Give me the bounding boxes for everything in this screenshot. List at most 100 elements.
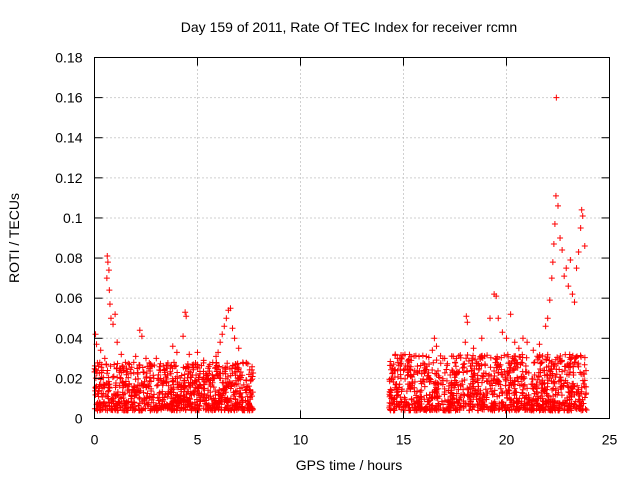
data-point [515, 345, 522, 352]
data-point [398, 360, 405, 367]
data-point [544, 377, 551, 384]
data-point [394, 355, 401, 362]
data-point [249, 389, 256, 396]
data-point [490, 377, 497, 384]
data-point [539, 359, 546, 366]
data-point [498, 366, 505, 373]
data-point [122, 359, 129, 366]
data-point [458, 392, 465, 399]
data-point [564, 383, 571, 390]
data-point [445, 405, 452, 412]
data-point [555, 202, 561, 209]
data-point [452, 363, 459, 370]
data-point [476, 397, 483, 404]
data-point [126, 361, 133, 368]
data-point [480, 397, 487, 404]
data-point [557, 374, 564, 381]
data-point [491, 387, 498, 394]
data-point [183, 313, 190, 320]
data-point [464, 352, 471, 359]
data-point [201, 390, 208, 397]
data-point [455, 352, 462, 359]
data-point [575, 249, 582, 256]
data-point [217, 370, 224, 377]
data-point [497, 361, 504, 368]
data-point [493, 356, 500, 363]
data-point [115, 407, 122, 414]
data-point [181, 404, 188, 411]
data-point [574, 353, 581, 360]
data-point [419, 352, 426, 359]
data-point [425, 369, 432, 376]
x-tick-label: 25 [602, 432, 618, 448]
data-point [107, 315, 114, 322]
data-point [431, 335, 438, 342]
x-tick-label: 10 [293, 432, 309, 448]
data-point [472, 356, 479, 363]
data-point [106, 301, 113, 308]
data-point [570, 372, 577, 379]
data-point [502, 377, 509, 384]
data-point [391, 366, 398, 373]
data-point [521, 395, 528, 402]
data-point [478, 379, 485, 386]
data-point [426, 375, 433, 382]
data-point [110, 373, 117, 380]
data-point [480, 391, 487, 398]
data-point [503, 335, 510, 342]
data-point [391, 407, 398, 414]
data-point [96, 383, 103, 390]
data-point [531, 390, 538, 397]
data-point [249, 373, 256, 380]
data-point [553, 371, 560, 378]
data-point [565, 407, 572, 414]
data-point [222, 389, 229, 396]
data-point [205, 387, 212, 394]
data-point [560, 399, 567, 406]
data-point [176, 381, 183, 388]
data-point [567, 390, 574, 397]
data-point [493, 376, 500, 383]
data-point [161, 394, 168, 401]
data-point [170, 377, 177, 384]
data-point [194, 349, 201, 356]
data-point [470, 352, 477, 359]
data-point [101, 355, 108, 362]
data-point [143, 383, 150, 390]
data-point [250, 369, 257, 376]
data-point [582, 405, 589, 412]
data-point [493, 293, 500, 300]
data-point [388, 376, 395, 383]
data-point [92, 331, 99, 338]
data-point [402, 403, 409, 410]
data-point [217, 375, 224, 382]
data-point [466, 384, 473, 391]
data-point [146, 377, 153, 384]
data-point [98, 364, 105, 371]
data-point [469, 373, 476, 380]
data-point [189, 389, 196, 396]
data-point [572, 398, 579, 405]
data-point [434, 393, 441, 400]
data-point [505, 386, 512, 393]
data-point [120, 407, 127, 414]
data-point [464, 319, 471, 326]
data-point [439, 375, 446, 382]
data-point [543, 356, 550, 363]
data-point [553, 94, 560, 101]
data-point [138, 333, 145, 340]
data-point [389, 370, 396, 377]
data-point [398, 355, 405, 362]
data-point [191, 377, 198, 384]
data-point [167, 370, 174, 377]
data-point [539, 377, 546, 384]
data-point [443, 377, 450, 384]
data-point [457, 382, 464, 389]
data-point [581, 354, 588, 361]
data-point [238, 394, 245, 401]
data-point [432, 379, 439, 386]
data-point [249, 363, 256, 370]
data-point [463, 313, 470, 320]
data-point [545, 393, 552, 400]
data-point [132, 376, 139, 383]
